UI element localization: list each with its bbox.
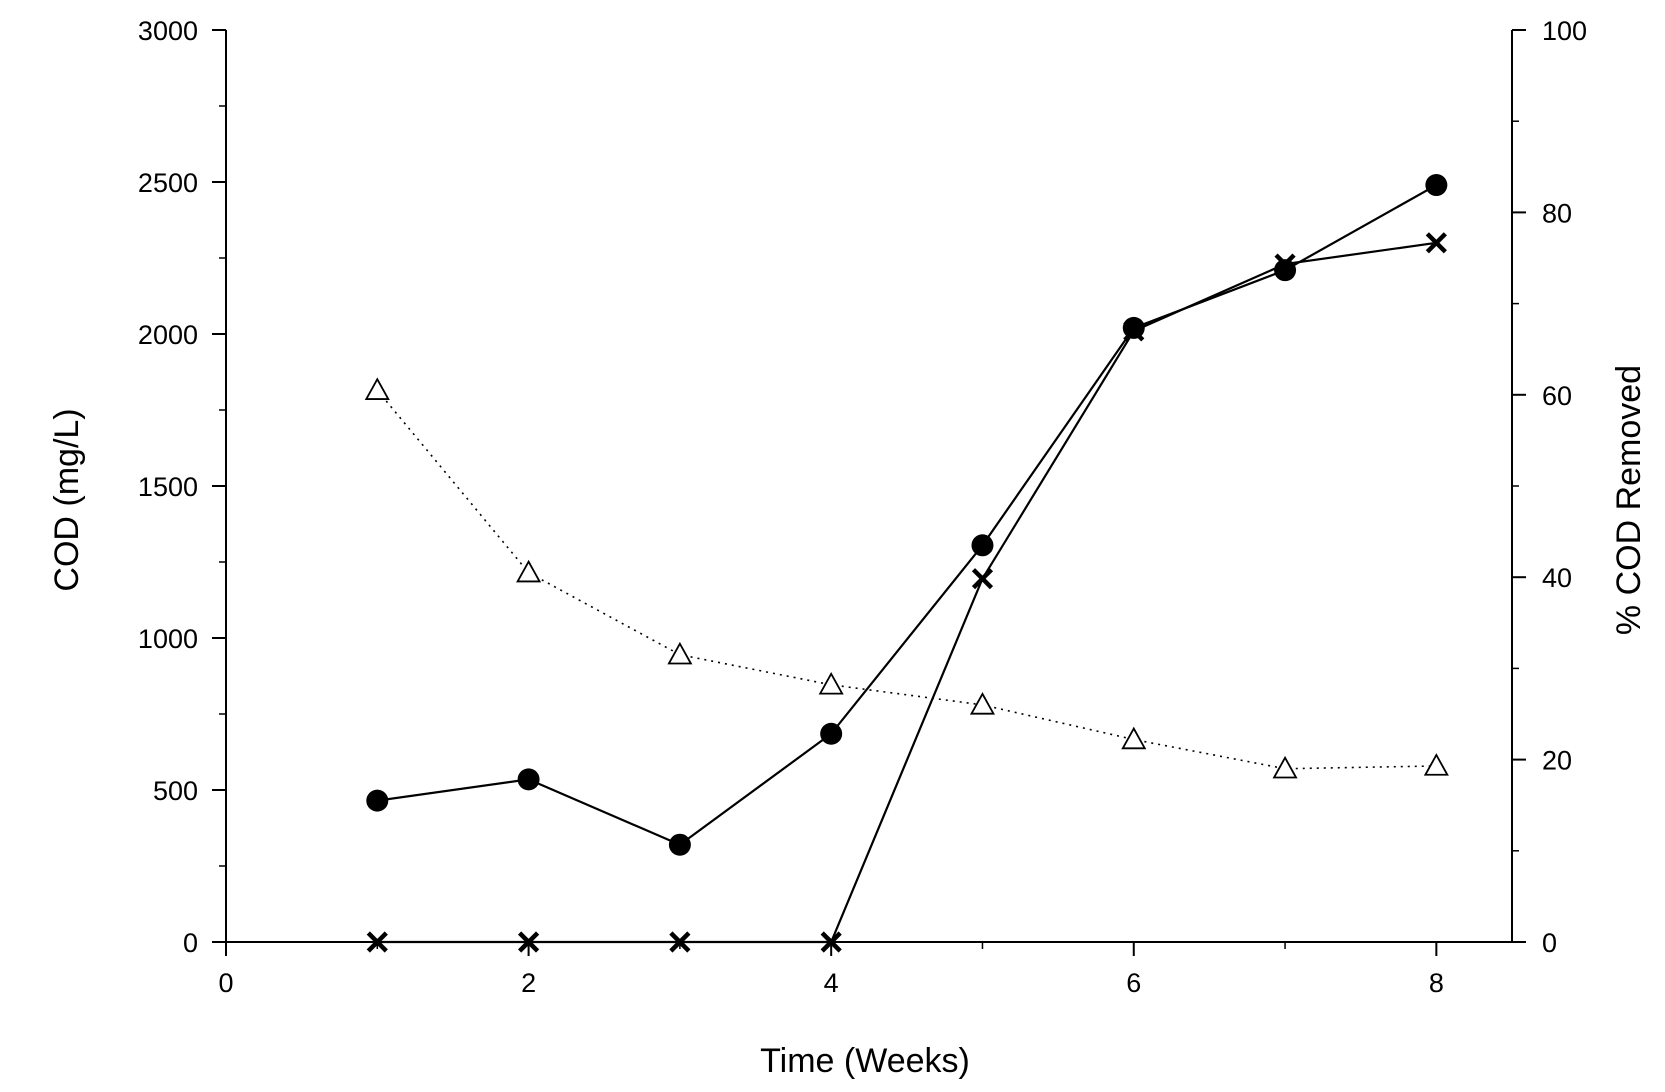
y-tick-label: 2000 <box>138 320 198 350</box>
data-point-cross <box>971 568 994 590</box>
cross-stroke <box>517 931 540 953</box>
data-point-triangle <box>1272 755 1298 779</box>
y2-tick-label: 20 <box>1542 746 1572 776</box>
cross-stroke <box>971 568 994 590</box>
y2-tick-label: 0 <box>1542 928 1557 958</box>
x-tick-label: 0 <box>218 968 233 998</box>
data-point-cross <box>366 931 388 953</box>
series-line <box>377 184 1437 846</box>
x-tick-label: 8 <box>1429 968 1444 998</box>
cross-stroke <box>820 931 842 953</box>
data-point-circle <box>1274 259 1297 282</box>
x-tick-label: 6 <box>1126 968 1141 998</box>
data-point-triangle <box>1121 726 1147 750</box>
y-tick-label: 1500 <box>138 472 198 502</box>
series-line <box>377 241 1437 944</box>
data-point-cross <box>1425 232 1447 254</box>
series-1 <box>366 232 1447 953</box>
series-layer <box>364 174 1449 953</box>
y-tick-label: 2500 <box>138 168 198 198</box>
data-point-cross <box>669 931 691 953</box>
x-tick-label: 2 <box>521 968 536 998</box>
data-point-triangle <box>969 692 996 715</box>
data-point-circle <box>1425 174 1448 197</box>
y2-tick-label: 40 <box>1542 563 1572 593</box>
cross-stroke <box>1425 232 1447 254</box>
cross-stroke <box>366 931 388 953</box>
y2-tick-label: 100 <box>1542 16 1587 46</box>
data-point-triangle <box>818 671 844 695</box>
cross-stroke <box>669 931 691 953</box>
y-tick-label: 3000 <box>138 16 198 46</box>
y-tick-label: 0 <box>183 928 198 958</box>
cross-stroke <box>1274 253 1296 275</box>
y-tick-label: 500 <box>153 776 198 806</box>
data-point-circle <box>517 768 540 791</box>
data-point-triangle <box>1423 753 1449 776</box>
series-2 <box>364 377 1449 779</box>
data-point-circle <box>820 722 843 745</box>
data-point-cross <box>820 931 842 953</box>
data-point-triangle <box>516 559 542 583</box>
y2-tick-label: 60 <box>1542 381 1572 411</box>
y-axis-title: COD (mg/L) <box>48 408 86 591</box>
data-point-cross <box>1123 320 1145 342</box>
data-point-cross <box>517 931 540 953</box>
data-point-circle <box>668 833 691 856</box>
data-point-triangle <box>667 641 693 665</box>
cross-stroke <box>1123 320 1145 342</box>
data-point-circle <box>971 534 994 557</box>
x-tick-label: 4 <box>824 968 839 998</box>
y-tick-label: 1000 <box>138 624 198 654</box>
x-axis-title: Time (Weeks) <box>760 1042 970 1080</box>
y2-axis-title: % COD Removed <box>1610 365 1648 635</box>
data-point-triangle <box>364 377 390 400</box>
data-point-circle <box>366 789 389 812</box>
y2-tick-label: 80 <box>1542 198 1572 228</box>
series-0 <box>366 174 1448 856</box>
data-point-cross <box>1274 253 1296 275</box>
